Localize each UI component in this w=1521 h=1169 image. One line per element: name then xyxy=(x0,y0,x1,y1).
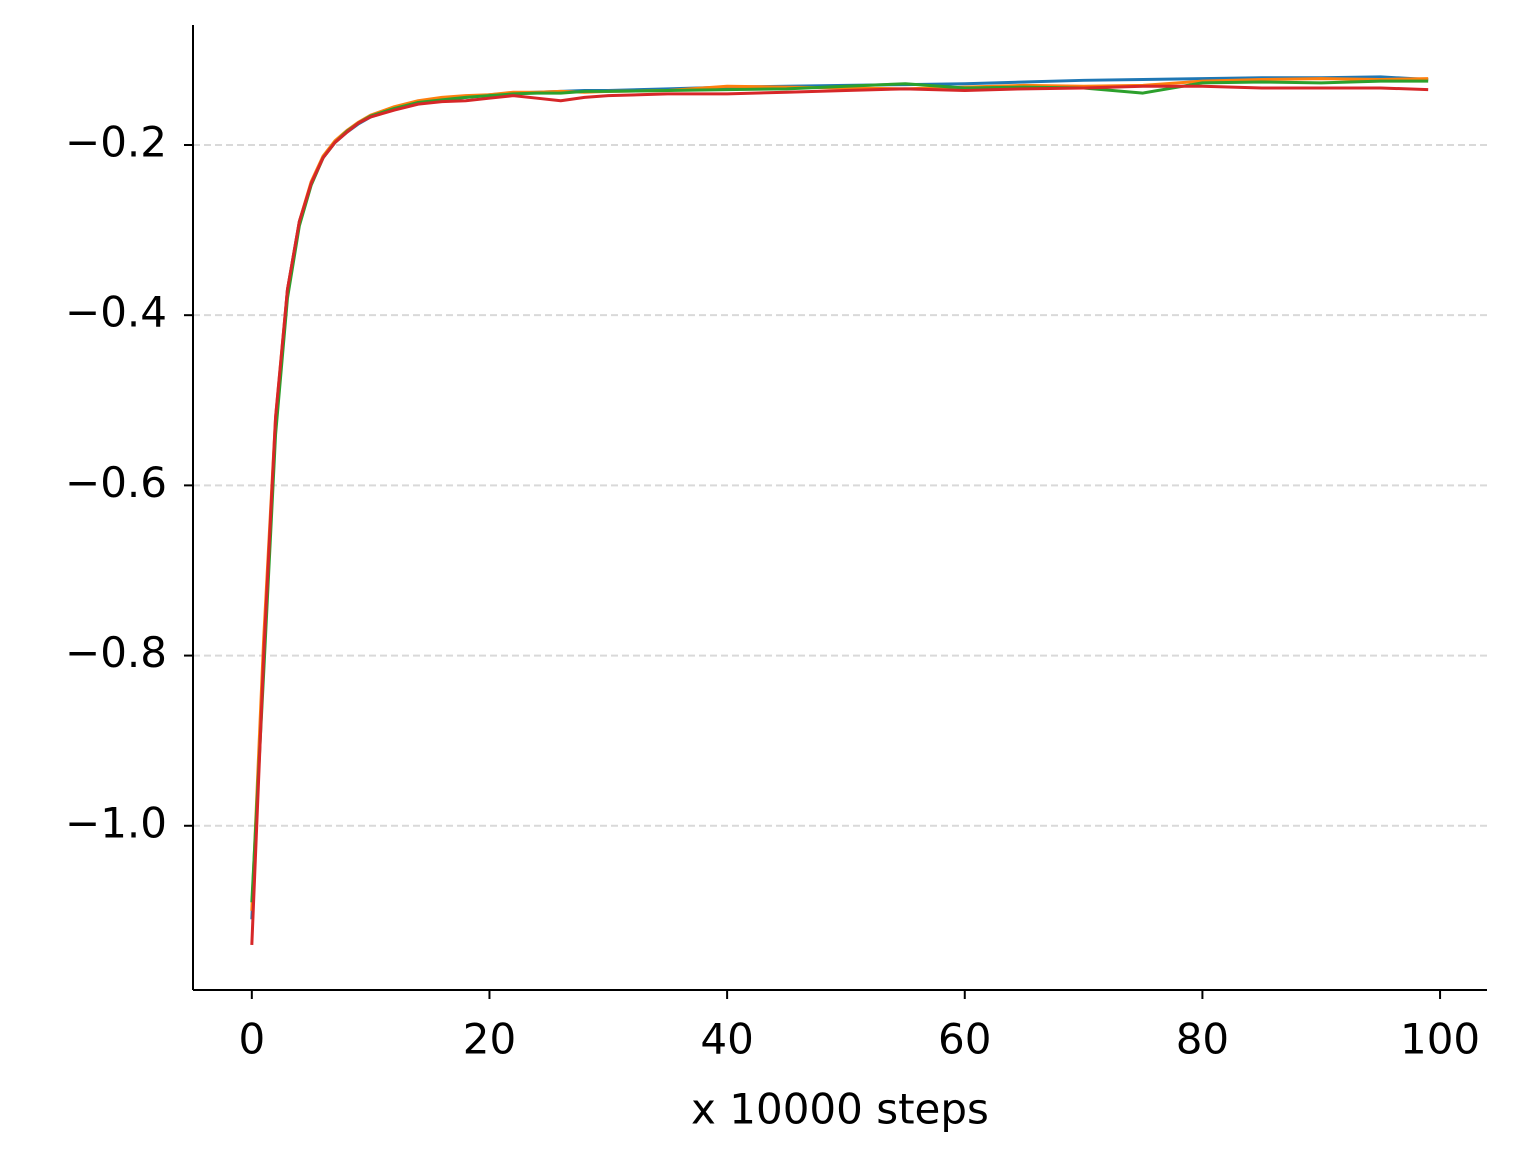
x-tick-label: 80 xyxy=(1176,1015,1229,1064)
y-tick-label: −1.0 xyxy=(65,798,167,847)
series-line xyxy=(250,77,1429,911)
y-tick-label: −0.2 xyxy=(65,117,167,166)
x-tick-label: 100 xyxy=(1400,1015,1480,1064)
series-line xyxy=(250,79,1429,903)
x-tick-label: 0 xyxy=(238,1015,265,1064)
x-tick-label: 20 xyxy=(463,1015,516,1064)
y-tick-label: −0.8 xyxy=(65,628,167,677)
y-tick-label: −0.6 xyxy=(65,458,167,507)
series-line xyxy=(250,75,1429,920)
x-axis-label: x 10000 steps xyxy=(691,1085,989,1134)
series-line xyxy=(250,84,1429,945)
y-tick-label: −0.4 xyxy=(65,288,167,337)
x-tick-label: 60 xyxy=(938,1015,991,1064)
x-tick-label: 40 xyxy=(700,1015,753,1064)
